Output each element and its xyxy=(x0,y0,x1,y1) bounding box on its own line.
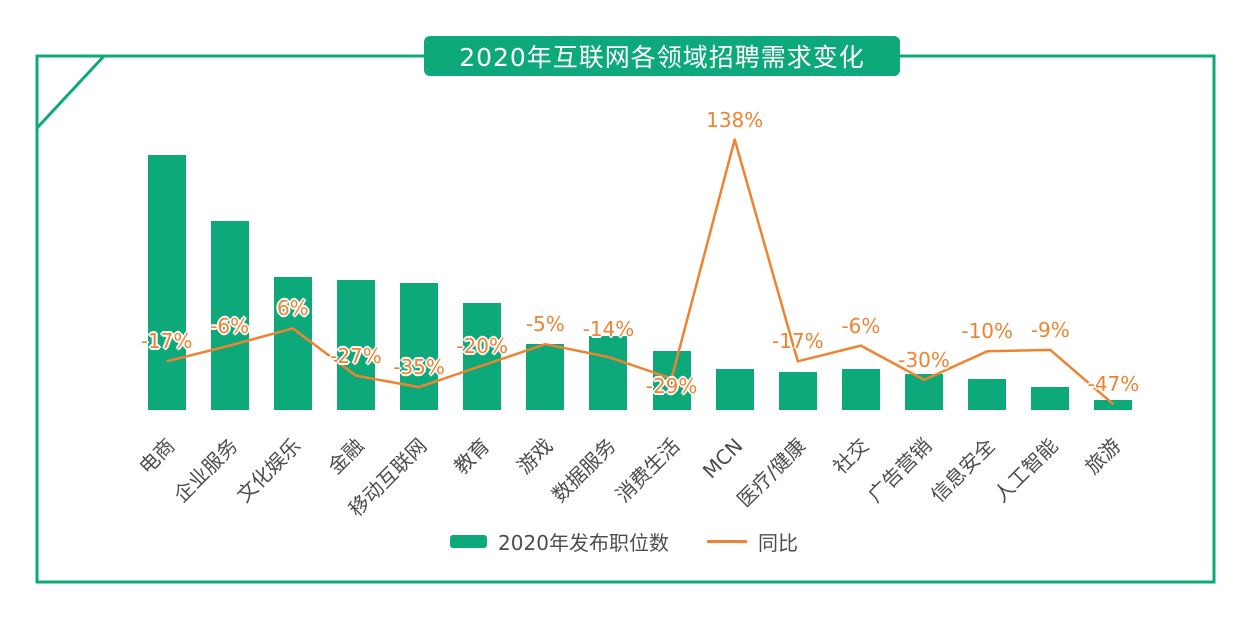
bar-swatch-icon xyxy=(450,535,488,548)
yoy-value-label: -14% xyxy=(582,317,635,342)
bar xyxy=(589,336,628,410)
legend-item-bars: 2020年发布职位数 xyxy=(450,527,669,556)
yoy-value-label: -30% xyxy=(898,347,950,372)
yoy-value-label: -20% xyxy=(456,333,509,358)
yoy-value-label: -47% xyxy=(1087,372,1140,397)
yoy-value-label: -17% xyxy=(771,329,824,354)
legend: 2020年发布职位数 同比 xyxy=(0,527,1248,556)
legend-line-label: 同比 xyxy=(757,531,798,555)
yoy-value-label: -35% xyxy=(393,355,445,380)
chart-title: 2020年互联网各领域招聘需求变化 xyxy=(459,43,865,72)
bar xyxy=(526,343,565,410)
yoy-value-label: -6% xyxy=(210,313,250,338)
yoy-value-label: -27% xyxy=(330,343,382,368)
bar xyxy=(400,282,439,410)
bar xyxy=(1094,399,1133,410)
legend-item-line: 同比 xyxy=(706,527,798,556)
bar xyxy=(1031,387,1070,410)
bar xyxy=(147,155,186,410)
bar xyxy=(778,371,817,410)
yoy-value-label: -9% xyxy=(1030,317,1070,342)
yoy-value-label: -5% xyxy=(525,312,565,337)
line-swatch-icon xyxy=(706,540,747,543)
yoy-value-label: -29% xyxy=(645,374,698,399)
bar xyxy=(715,369,754,410)
yoy-value-label: 6% xyxy=(276,296,309,321)
yoy-value-label: -6% xyxy=(841,313,881,338)
legend-bars-label: 2020年发布职位数 xyxy=(498,531,669,555)
yoy-value-label: 138% xyxy=(706,107,764,132)
chart-title-banner: 2020年互联网各领域招聘需求变化 xyxy=(424,36,900,76)
bar xyxy=(968,379,1007,410)
bar xyxy=(905,374,944,410)
bar xyxy=(841,369,880,410)
yoy-value-label: -17% xyxy=(140,329,193,354)
yoy-value-label: -10% xyxy=(961,319,1014,344)
